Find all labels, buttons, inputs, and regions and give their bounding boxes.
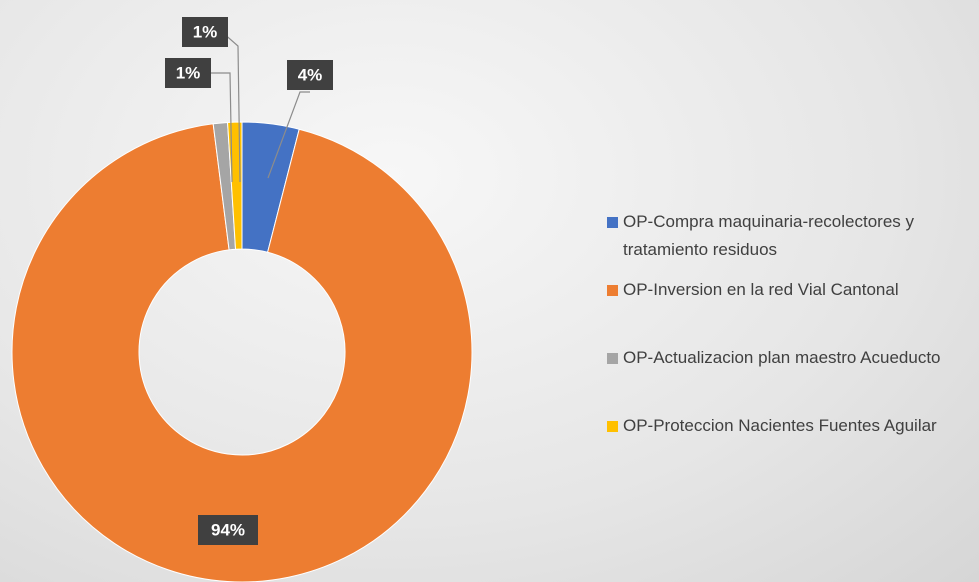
legend-swatch <box>607 421 618 432</box>
data-label-box <box>165 58 211 88</box>
legend-swatch <box>607 217 618 228</box>
legend: OP-Compra maquinaria-recolectores y trat… <box>607 208 975 480</box>
legend-label: OP-Inversion en la red Vial Cantonal <box>623 280 899 299</box>
leader-line <box>210 72 233 183</box>
donut-slice <box>11 123 473 582</box>
legend-label: OP-Proteccion Nacientes Fuentes Aguilar <box>623 416 937 435</box>
legend-item: OP-Proteccion Nacientes Fuentes Aguilar <box>607 412 975 480</box>
legend-item: OP-Actualizacion plan maestro Acueducto <box>607 344 975 412</box>
data-label: 94% <box>211 520 245 539</box>
data-label: 1% <box>176 63 201 82</box>
legend-label: OP-Compra maquinaria-recolectores y trat… <box>623 212 914 259</box>
legend-item: OP-Inversion en la red Vial Cantonal <box>607 276 975 344</box>
data-label-box <box>287 60 333 90</box>
data-label: 1% <box>193 22 218 41</box>
data-label-box <box>182 17 228 47</box>
legend-swatch <box>607 285 618 296</box>
legend-label: OP-Actualizacion plan maestro Acueducto <box>623 348 941 367</box>
leader-line <box>267 91 310 179</box>
legend-swatch <box>607 353 618 364</box>
data-label: 4% <box>298 65 323 84</box>
data-label-box <box>198 515 258 545</box>
legend-item: OP-Compra maquinaria-recolectores y trat… <box>607 208 975 276</box>
